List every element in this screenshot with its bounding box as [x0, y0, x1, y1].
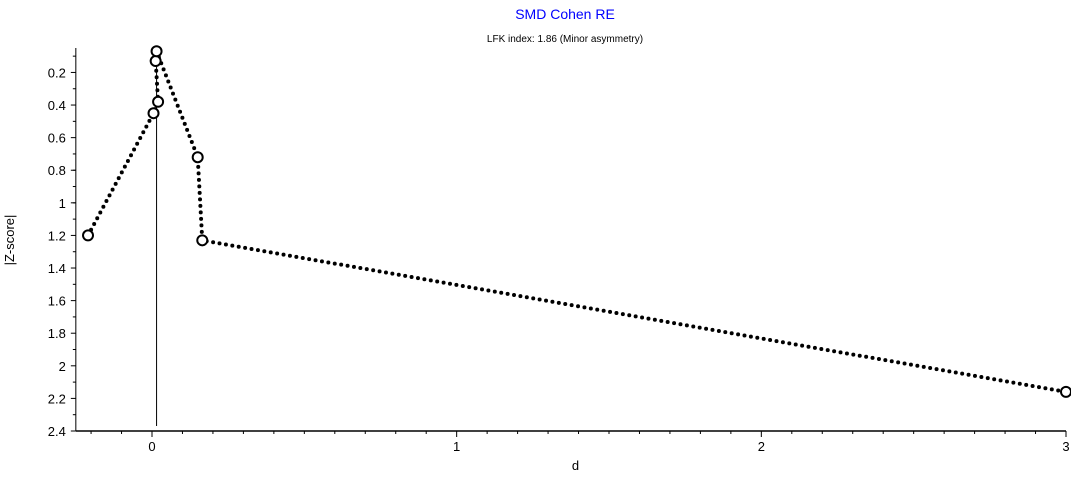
x-axis-title: d	[572, 458, 579, 473]
y-tick-label: 0.2	[48, 65, 66, 80]
y-tick-label: 2	[59, 359, 66, 374]
data-point	[196, 234, 209, 247]
x-tick-label: 0	[148, 439, 155, 454]
data-point	[82, 229, 95, 242]
data-point	[149, 55, 162, 68]
chart-subtitle: LFK index: 1.86 (Minor asymmetry)	[486, 34, 644, 45]
data-point	[152, 95, 165, 108]
y-tick-label: 0.6	[48, 131, 66, 146]
y-tick-label: 1	[59, 196, 66, 211]
data-point	[1060, 385, 1071, 398]
x-tick-label: 1	[453, 439, 460, 454]
chart-title: SMD Cohen RE	[515, 6, 615, 22]
y-tick-label: 2.4	[48, 424, 66, 439]
y-tick-label: 0.4	[48, 98, 66, 113]
x-tick-label: 3	[1062, 439, 1069, 454]
data-point	[191, 151, 204, 164]
data-point	[150, 45, 163, 58]
y-tick-label: 1.4	[48, 261, 66, 276]
y-tick-label: 0.8	[48, 163, 66, 178]
series-line	[86, 49, 1068, 394]
y-tick-label: 1.8	[48, 326, 66, 341]
y-axis-title: |Z-score|	[2, 215, 17, 266]
y-tick-label: 2.2	[48, 391, 66, 406]
data-point	[147, 107, 160, 120]
y-tick-label: 1.2	[48, 228, 66, 243]
y-tick-label: 1.6	[48, 294, 66, 309]
x-tick-label: 2	[758, 439, 765, 454]
